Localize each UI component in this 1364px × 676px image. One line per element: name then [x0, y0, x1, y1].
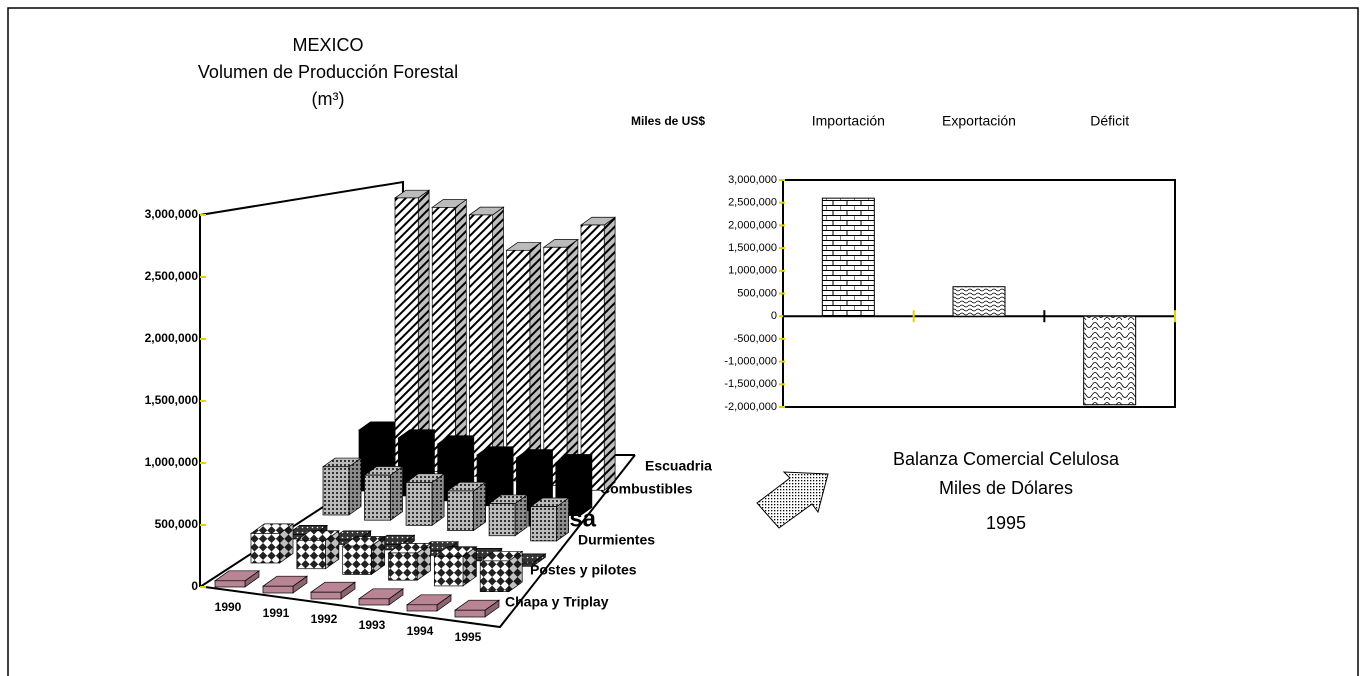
- y-tick-label: -2,000,000: [724, 401, 777, 413]
- y-tick-label: 1,500,000: [728, 242, 777, 254]
- y-tick-label: 3,000,000: [145, 207, 199, 221]
- y-tick-label: 3,000,000: [728, 174, 777, 186]
- bar: [530, 506, 557, 542]
- y-tick-label: 2,000,000: [145, 331, 199, 345]
- unit: (m³): [312, 89, 345, 109]
- bar: [447, 490, 474, 531]
- bar: [405, 482, 433, 526]
- x-tick-label: 1992: [311, 612, 338, 626]
- y-tick-label: -1,500,000: [724, 378, 777, 390]
- x-tick-label: 1990: [215, 600, 242, 614]
- bar: [262, 585, 294, 594]
- y-tick-label: 500,000: [737, 287, 777, 299]
- y-tick-label: 2,000,000: [728, 219, 777, 231]
- bar: [214, 580, 246, 588]
- y-tick-label: 2,500,000: [728, 197, 777, 209]
- bar: [342, 545, 372, 575]
- bar-side: [455, 198, 467, 473]
- bar-side: [417, 189, 430, 468]
- bar: [821, 197, 875, 317]
- bar: [310, 591, 342, 600]
- series-label: Durmientes: [578, 532, 655, 548]
- y-tick-label: 500,000: [155, 517, 199, 531]
- bar: [322, 466, 350, 516]
- y-tick-label: 0: [771, 310, 777, 322]
- bar: [479, 560, 510, 592]
- bar: [296, 539, 326, 570]
- arrow: [756, 471, 829, 529]
- y-tick-label: 1,000,000: [145, 455, 199, 469]
- frame: [7, 7, 1359, 676]
- series-label: Escuadria: [645, 458, 712, 474]
- bar: [388, 552, 418, 581]
- bar: [394, 197, 419, 468]
- bar: [952, 286, 1006, 317]
- bar-side: [492, 206, 504, 477]
- bar: [431, 207, 456, 472]
- bar: [580, 224, 605, 491]
- x-tick-label: 1991: [263, 606, 290, 620]
- bar: [454, 609, 486, 618]
- x-tick-label: Déficit: [1090, 113, 1129, 129]
- bar: [1083, 315, 1137, 406]
- series-label: Combustibles: [600, 481, 693, 497]
- bar: [358, 598, 390, 606]
- bar-side: [566, 238, 579, 487]
- y-tick-label: 1,000,000: [728, 265, 777, 277]
- x-tick-label: Exportación: [942, 113, 1016, 129]
- bar-side: [580, 453, 593, 517]
- bar: [364, 474, 391, 521]
- x-tick-label: 1995: [455, 630, 482, 644]
- bar-side: [603, 216, 616, 491]
- title: MEXICO: [292, 35, 363, 55]
- y-tick-label: 2,500,000: [145, 269, 199, 283]
- y-tick-label: -500,000: [734, 333, 777, 345]
- x-tick-label: 1994: [407, 624, 434, 638]
- subtitle: Miles de Dólares: [939, 478, 1073, 498]
- bar: [250, 533, 280, 564]
- subtitle: Volumen de Producción Forestal: [198, 62, 458, 82]
- x-tick-label: 1993: [359, 618, 386, 632]
- bar: [406, 604, 438, 612]
- y-axis-label: Miles de US$: [631, 114, 705, 128]
- bar-side: [348, 457, 362, 516]
- bar: [488, 503, 516, 537]
- bar: [506, 249, 531, 482]
- bar: [543, 246, 568, 486]
- x-tick-label: Importación: [812, 113, 885, 129]
- bar-side: [529, 241, 542, 482]
- bar: [434, 555, 464, 587]
- y-tick-label: 1,500,000: [145, 393, 199, 407]
- title: Balanza Comercial Celulosa: [893, 449, 1120, 469]
- y-tick-label: 0: [191, 579, 198, 593]
- series-label: Postes y pilotes: [530, 562, 637, 578]
- y-tick-label: -1,000,000: [724, 356, 777, 368]
- bar-side: [390, 465, 403, 521]
- series-label: Chapa y Triplay: [505, 594, 609, 610]
- year: 1995: [986, 513, 1026, 533]
